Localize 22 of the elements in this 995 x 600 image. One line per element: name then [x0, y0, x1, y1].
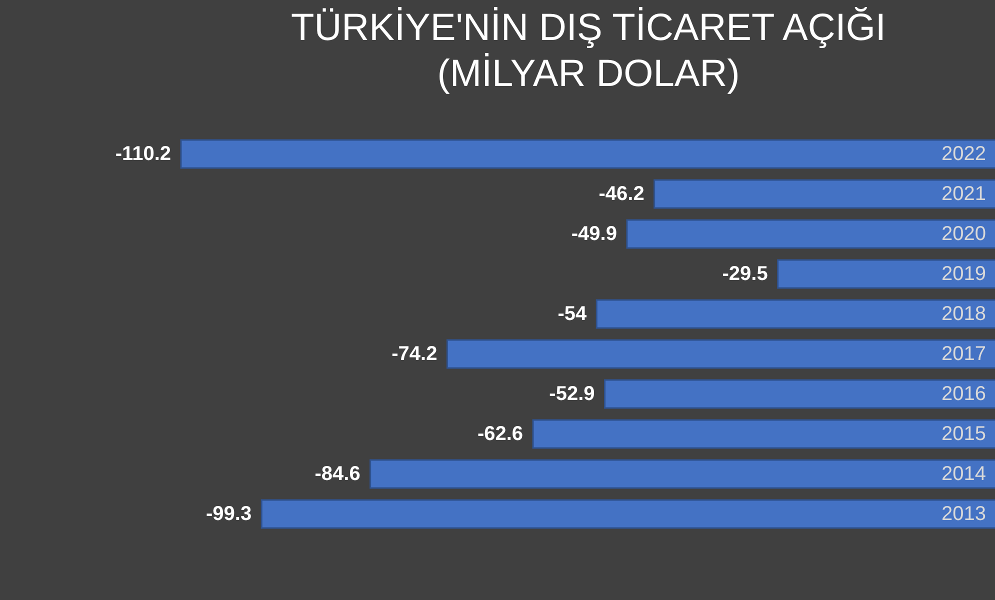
y-tick-label: 2017 — [942, 343, 986, 365]
y-tick-label: 2022 — [942, 143, 986, 165]
y-tick-label: 2016 — [942, 383, 986, 405]
data-label: -54 — [558, 303, 588, 325]
y-tick-label: 2015 — [942, 423, 986, 445]
data-label: -62.6 — [477, 423, 524, 445]
data-label: -110.2 — [115, 143, 171, 165]
y-tick-label: 2013 — [942, 503, 986, 525]
chart-title: TÜRKİYE'NİN DIŞ TİCARET AÇIĞI — [291, 6, 886, 49]
data-label: -29.5 — [722, 263, 768, 285]
data-label: -49.9 — [571, 223, 617, 245]
y-tick-label: 2021 — [942, 183, 986, 205]
data-label: -84.6 — [314, 463, 360, 485]
chart-subtitle: (MİLYAR DOLAR) — [437, 53, 740, 95]
y-tick-label: 2019 — [942, 263, 986, 285]
data-label: -74.2 — [392, 343, 438, 365]
y-tick-label: 2020 — [942, 223, 986, 245]
y-tick-label: 2014 — [942, 463, 986, 485]
data-label: -52.9 — [549, 383, 595, 405]
data-label: -99.3 — [206, 503, 252, 525]
data-label: -46.2 — [598, 183, 644, 205]
y-tick-label: 2018 — [942, 303, 986, 325]
